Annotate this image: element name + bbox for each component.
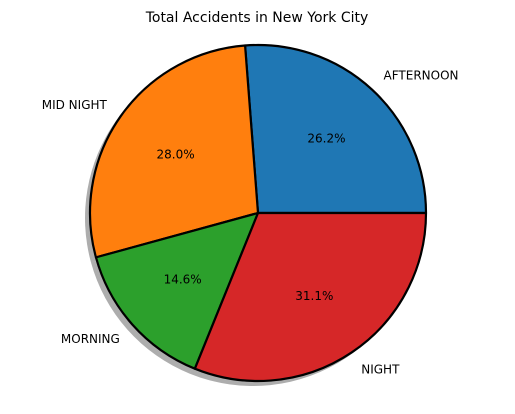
slice-label-morning: MORNING (61, 332, 120, 346)
pie-slice-afternoon (243, 43, 428, 215)
pie-slices (88, 43, 428, 383)
chart-title: Total Accidents in New York City (145, 10, 369, 26)
pie-slice-morning (94, 211, 260, 370)
pie-slice-night (193, 211, 428, 383)
pct-label-morning: 14.6% (164, 272, 202, 286)
slice-label-night: NIGHT (361, 362, 400, 376)
pct-label-night: 31.1% (295, 289, 333, 303)
slice-label-mid-night: MID NIGHT (42, 98, 108, 112)
slice-label-afternoon: AFTERNOON (384, 69, 459, 83)
pct-label-afternoon: 26.2% (307, 132, 345, 146)
pct-label-mid-night: 28.0% (157, 147, 195, 161)
pie-labels: AFTERNOON 26.2% MID NIGHT 28.0% MORNING 14.6%… (42, 69, 459, 377)
pie-slice-mid-night (88, 44, 260, 259)
